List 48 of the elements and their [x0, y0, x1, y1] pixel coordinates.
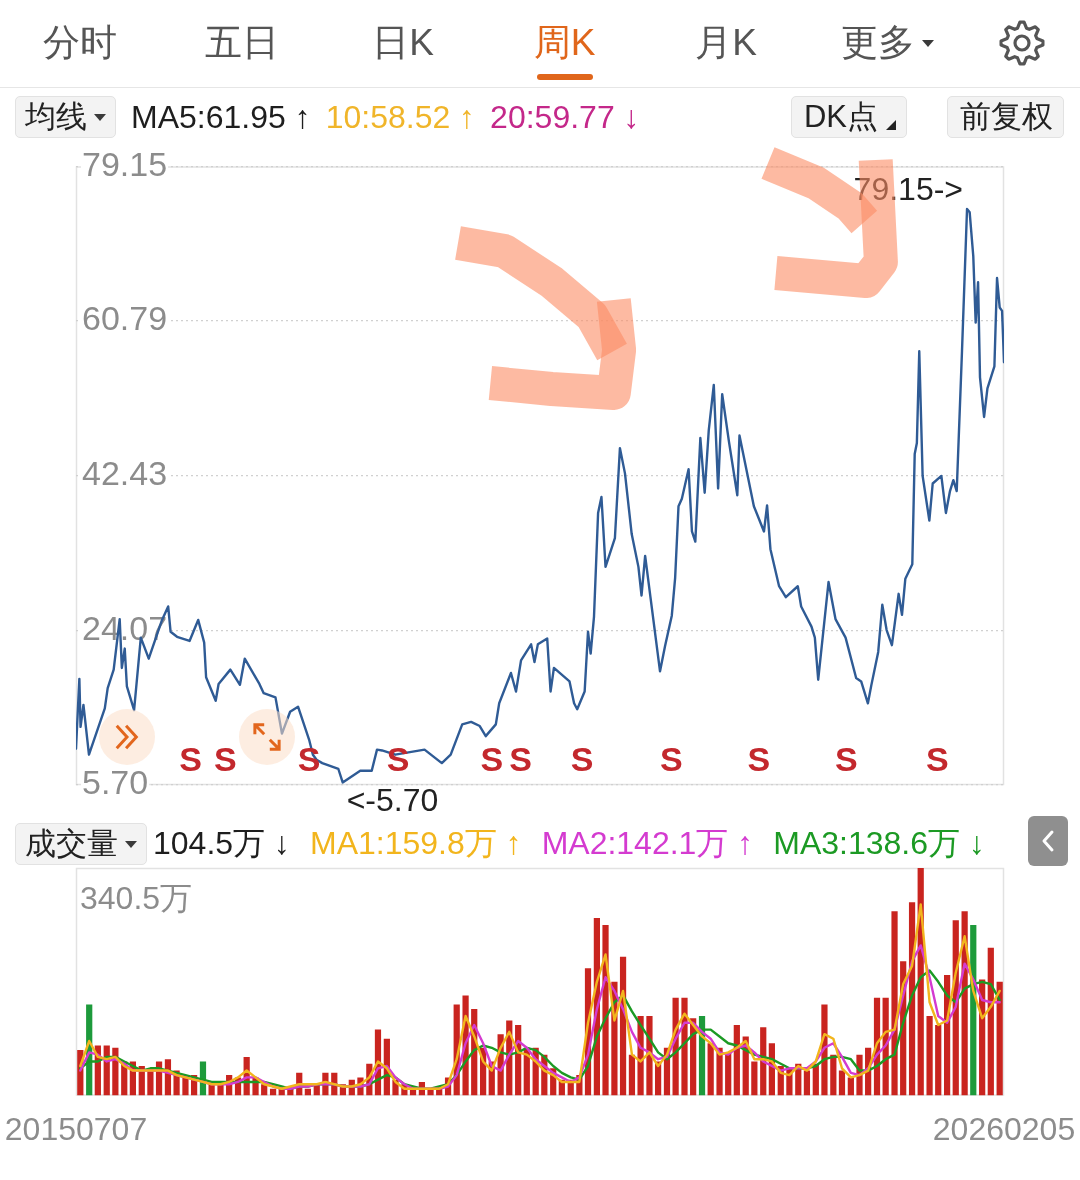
chart-title: 成交量: [25, 825, 118, 863]
text: MA2:142.1万 ↑: [541, 824, 754, 863]
y-tick-label: 42.43: [82, 454, 168, 493]
bar: [716, 1047, 723, 1096]
x-tick-label: 20150707: [4, 1110, 148, 1147]
chart-title: 均线: [25, 98, 87, 136]
y-tick-label: 5.70: [82, 763, 149, 802]
text: MA3:138.6万 ↓: [773, 824, 985, 863]
annotation: S: [480, 740, 504, 779]
bar: [838, 1070, 846, 1096]
text: DK点: [803, 98, 878, 136]
annotation: S: [570, 740, 594, 779]
category-label: 分时: [43, 21, 117, 65]
bar: [217, 1084, 224, 1096]
annotation: S: [747, 740, 771, 779]
annotation: S: [297, 740, 321, 779]
bar: [751, 1061, 758, 1096]
category-label: 日K: [372, 21, 434, 65]
category-label: 五日: [204, 21, 279, 65]
annotation: 79.15->: [853, 170, 964, 207]
text: 104.5万 ↓: [153, 824, 290, 863]
annotation: S: [926, 740, 949, 779]
y-tick-label: 79.15: [82, 144, 168, 183]
annotation: <-5.70: [346, 782, 439, 819]
annotation: S: [179, 740, 203, 779]
annotation: S: [835, 740, 858, 779]
bar: [628, 1054, 636, 1096]
annotation: S: [659, 740, 683, 779]
bar: [707, 1043, 714, 1096]
text: 前复权: [960, 98, 1053, 136]
bar: [926, 1015, 933, 1096]
annotation: 340.5万: [80, 879, 193, 916]
bar: [803, 1070, 811, 1096]
annotation: S: [214, 740, 237, 779]
text: MA5:61.95 ↑: [131, 98, 311, 136]
x-tick-label: 20260205: [932, 1110, 1076, 1147]
text: MA1:159.8万 ↑: [309, 824, 522, 863]
category-label: 月K: [695, 21, 757, 65]
category-label: 周K: [533, 21, 596, 65]
y-tick-label: 60.79: [82, 299, 168, 338]
bar: [847, 1077, 854, 1096]
bar: [996, 981, 1003, 1096]
text: 10:58.52 ↑: [325, 98, 476, 136]
annotation: S: [509, 740, 533, 779]
bar: [935, 1025, 942, 1096]
category-label: 更多: [840, 21, 915, 65]
bar: [891, 911, 898, 1096]
text: 20:59.77 ↓: [490, 98, 640, 136]
